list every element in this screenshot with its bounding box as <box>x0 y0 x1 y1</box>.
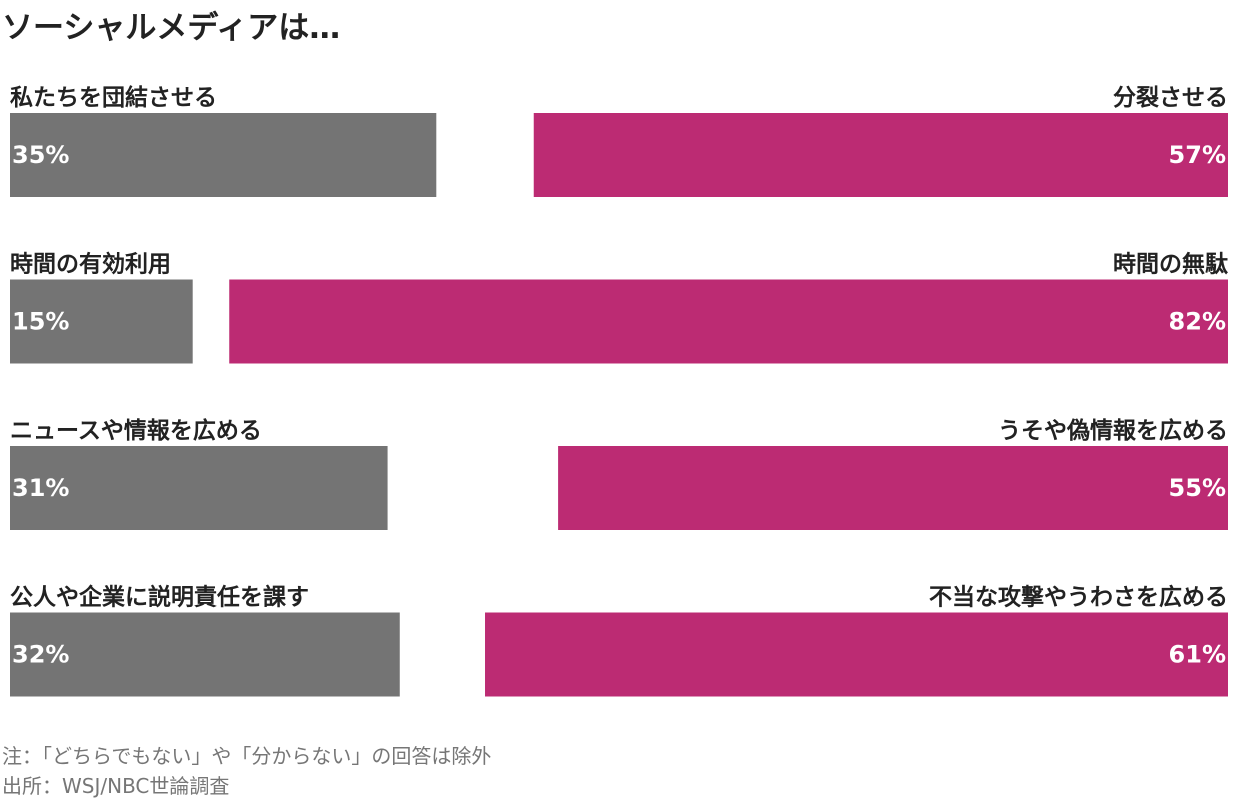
positive-category-label: ニュースや情報を広める <box>10 417 262 444</box>
negative-value-label: 61% <box>1169 641 1226 669</box>
chart-title: ソーシャルメディアは… <box>2 10 341 46</box>
chart-source: 出所：WSJ/NBC世論調査 <box>2 774 230 798</box>
negative-bar <box>533 113 1228 197</box>
positive-category-label: 私たちを団結させる <box>10 84 217 111</box>
negative-value-label: 57% <box>1169 141 1226 169</box>
positive-category-label: 時間の有効利用 <box>10 251 171 278</box>
negative-category-label: 不当な攻撃やうわさを広める <box>929 584 1228 611</box>
negative-bar <box>558 446 1228 530</box>
positive-bar <box>10 446 388 530</box>
negative-category-label: 分裂させる <box>1113 85 1228 111</box>
bar-chart: 私たちを団結させる 分裂させる 35% 57% 時間の有効利用 時間の無駄 15% 82% ニュ… <box>10 84 1229 697</box>
positive-value-label: 32% <box>12 641 69 669</box>
positive-value-label: 15% <box>12 308 69 336</box>
positive-value-label: 35% <box>12 141 69 169</box>
negative-bar <box>485 612 1228 697</box>
negative-value-label: 82% <box>1169 308 1226 336</box>
negative-bar <box>229 279 1229 364</box>
positive-bar <box>10 612 400 697</box>
positive-value-label: 31% <box>12 474 69 502</box>
negative-category-label: うそや偽情報を広める <box>998 417 1228 444</box>
negative-category-label: 時間の無駄 <box>1113 252 1228 278</box>
positive-category-label: 公人や企業に説明責任を課す <box>10 584 309 611</box>
negative-value-label: 55% <box>1169 474 1226 502</box>
chart-note: 注：「どちらでもない」や「分からない」の回答は除外 <box>2 744 492 768</box>
positive-bar <box>10 113 437 197</box>
positive-bar <box>10 279 193 364</box>
